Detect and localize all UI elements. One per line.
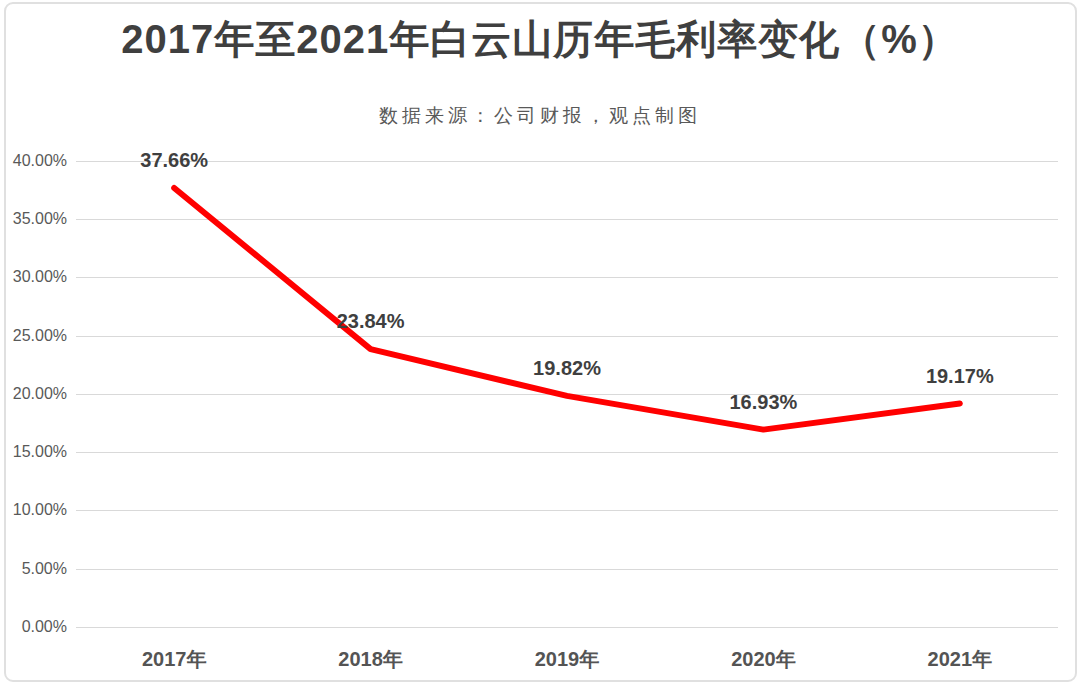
data-label: 37.66% (140, 148, 208, 171)
x-tick-label: 2020年 (731, 646, 796, 673)
x-tick-label: 2017年 (142, 646, 207, 673)
series-line (174, 188, 960, 430)
series-line-layer (0, 0, 1080, 688)
line-chart: 2017年至2021年白云山历年毛利率变化（%） 数据来源：公司财报，观点制图 … (0, 0, 1080, 688)
data-label: 19.82% (533, 356, 601, 379)
data-label: 16.93% (729, 390, 797, 413)
x-tick-label: 2019年 (535, 646, 600, 673)
x-tick-label: 2021年 (928, 646, 993, 673)
data-label: 23.84% (337, 310, 405, 333)
data-label: 19.17% (926, 364, 994, 387)
x-tick-label: 2018年 (338, 646, 403, 673)
